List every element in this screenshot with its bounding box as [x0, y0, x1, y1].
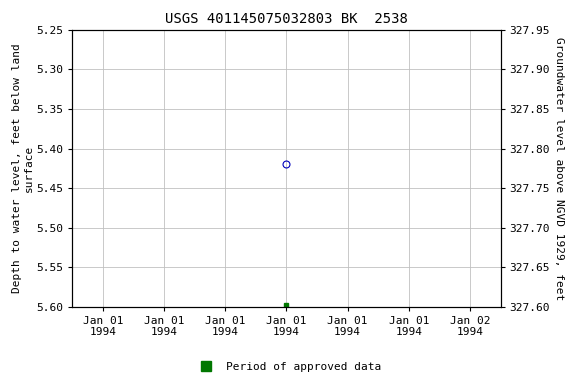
Y-axis label: Depth to water level, feet below land
surface: Depth to water level, feet below land su…	[12, 43, 33, 293]
Y-axis label: Groundwater level above NGVD 1929, feet: Groundwater level above NGVD 1929, feet	[554, 37, 564, 300]
Title: USGS 401145075032803 BK  2538: USGS 401145075032803 BK 2538	[165, 12, 408, 26]
Legend: Period of approved data: Period of approved data	[191, 358, 385, 377]
